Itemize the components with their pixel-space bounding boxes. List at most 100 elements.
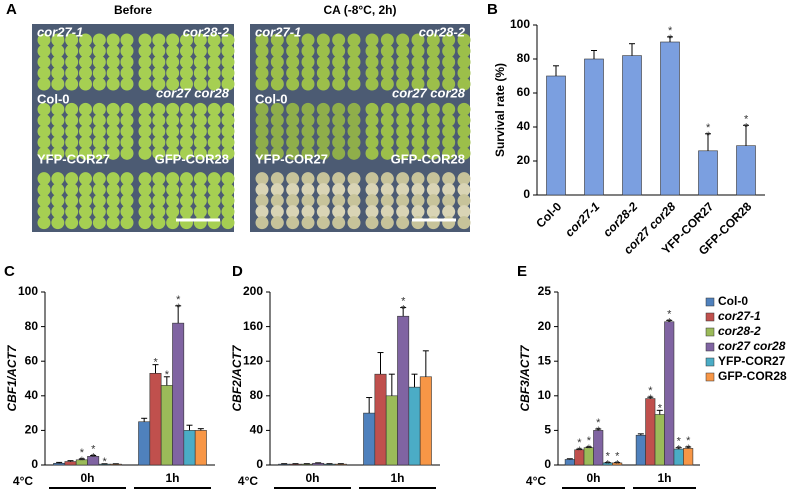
plant [332,33,346,47]
plant [79,183,92,197]
plant [65,194,79,208]
plant [411,66,425,80]
plant [106,146,120,160]
plant [65,183,79,197]
plant [166,124,180,138]
plant [221,146,235,160]
significance: ** [87,443,99,459]
plant [301,216,315,230]
plant [347,77,361,91]
error-bar [637,433,644,436]
plant-cluster [255,102,361,160]
plant [221,124,235,138]
plant [51,183,65,197]
legend-swatch [705,327,715,337]
plant [396,102,410,116]
plant [138,77,152,91]
plant [255,135,269,149]
plant [255,183,269,197]
plant [255,146,269,160]
plant [365,135,379,149]
plant [180,66,193,80]
plant [457,172,471,186]
plant [152,194,166,208]
plant [166,77,180,91]
plant [442,172,456,186]
plant [180,183,193,197]
plant [426,194,440,208]
panel-letter: D [232,263,243,280]
plant [152,146,166,160]
plant [37,102,51,116]
legend-label: cor27-1 [718,309,761,323]
bar [149,373,162,466]
significance: ** [740,113,752,129]
plant [120,66,134,80]
plant [457,113,471,127]
plant [396,172,410,186]
plant [270,124,284,138]
plant [207,113,221,127]
plant [270,66,284,80]
plant [380,55,394,69]
y-axis-label: CBF3/ACT7 [518,344,532,411]
plant [411,194,425,208]
plant [221,172,235,186]
plant [37,44,51,58]
plant [166,66,180,80]
plant [411,77,425,91]
plant [180,172,193,186]
x-axis-label: 4°C [526,474,546,488]
error-bar [175,305,182,324]
plant [301,183,315,197]
plant [396,205,410,219]
plant [37,33,51,47]
plant [426,216,440,230]
plant [255,66,269,80]
plant [365,66,379,80]
y-tick-label: 160 [243,319,263,333]
x-tick-label: Col-0 [533,199,564,230]
plant [120,205,134,219]
plant [286,44,300,58]
plant [37,146,51,160]
plant [92,194,106,208]
plant [180,146,193,160]
plant [457,205,471,219]
plant [442,216,456,230]
plant [180,77,193,91]
y-tick-label: 40 [25,388,39,402]
plant [65,146,79,160]
plant [92,135,106,149]
plant [347,124,361,138]
plant [255,205,269,219]
plant [426,33,440,47]
plant [365,113,379,127]
plant [79,66,92,80]
plant [37,183,51,197]
plant [65,102,79,116]
plant [442,55,456,69]
error-bar [566,458,573,460]
plant [380,124,394,138]
plant [411,33,425,47]
plant [37,216,51,230]
bar [172,322,185,466]
photo-label: YFP-COR27 [37,151,110,166]
plant [207,216,221,230]
plant [286,194,300,208]
error-bar [197,428,204,431]
plant [138,102,152,116]
plant [301,172,315,186]
plant [316,216,330,230]
plant [426,44,440,58]
plant [51,77,65,91]
plant [37,124,51,138]
plant [316,102,330,116]
plant [79,172,92,186]
plant [106,205,120,219]
plant [332,135,346,149]
plant [286,172,300,186]
plant [51,113,65,127]
error-bar [576,448,583,450]
